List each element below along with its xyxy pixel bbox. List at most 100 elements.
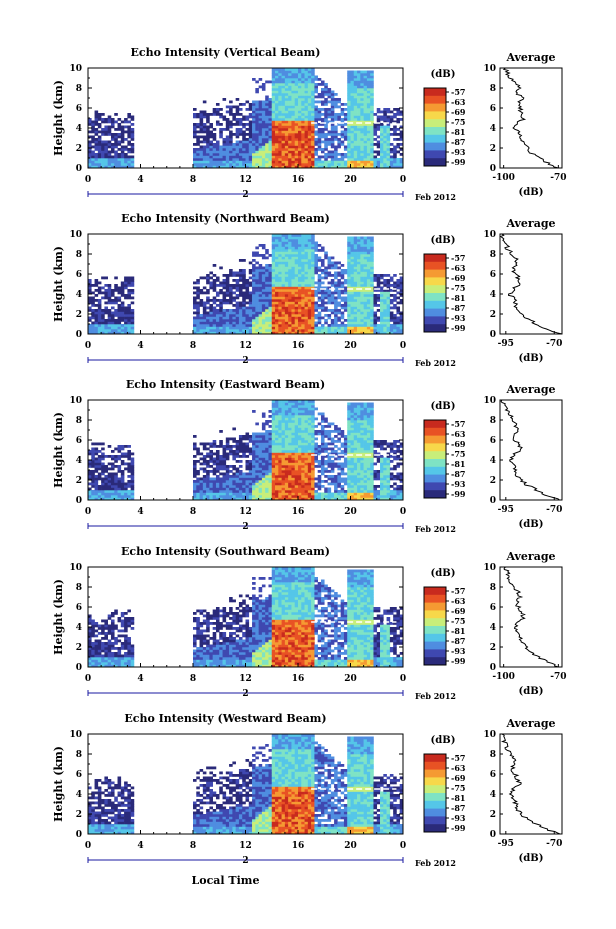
heatmap-cell [209,490,213,493]
heatmap-cell [271,241,276,245]
heatmap-cell [340,289,345,292]
heatmap-cell [291,254,296,257]
heatmap-cell [120,472,125,476]
heatmap-cell [363,145,368,149]
heatmap-cell [386,301,391,305]
heatmap-cell [215,452,220,456]
heatmap-cell [340,160,345,164]
heatmap-cell [311,311,315,315]
heatmap-cell [222,143,227,146]
heatmap-cell [202,276,207,280]
heatmap-cell [258,321,263,325]
heatmap-cell [337,143,341,146]
heatmap-cell [298,286,302,290]
heatmap-cell [124,324,128,327]
heatmap-cell [107,475,112,478]
heatmap-cell [311,98,315,101]
heatmap-cell [248,467,253,471]
heatmap-cell [232,143,236,146]
heatmap-cell [199,276,204,280]
heatmap-cell [238,153,243,156]
heatmap-cell [360,103,364,106]
heatmap-cell [324,123,328,126]
heatmap-cell [275,311,279,315]
heatmap-cell [127,276,131,280]
heatmap-cell [265,153,269,156]
heatmap-cell [330,261,335,265]
heatmap-cell [97,281,102,285]
heatmap-cell [320,140,325,144]
heatmap-cell [353,140,358,144]
heatmap-cell [327,110,332,114]
heatmap-cell [298,244,302,247]
heatmap-cell [91,140,95,144]
heatmap-cell [376,304,381,307]
heatmap-cell [120,130,125,134]
heatmap-cell [288,256,292,260]
heatmap-cell [317,286,322,290]
heatmap-cell [248,135,253,139]
heatmap-cell [225,480,230,483]
heatmap-cell [301,331,305,335]
heatmap-cell [304,73,309,76]
heatmap-cell [232,437,236,441]
heatmap-cell [301,294,305,297]
heatmap-cell [222,150,227,154]
heatmap-cell [281,80,286,84]
heatmap-cell [206,276,210,280]
heatmap-cell [107,299,112,302]
heatmap-cell [281,160,286,164]
heatmap-cell [258,266,263,270]
heatmap-cell [261,103,266,106]
heatmap-cell [278,110,282,114]
heatmap-cell [104,495,108,498]
heatmap-cell [307,90,312,94]
heatmap-cell [284,251,289,255]
heatmap-cell [314,115,318,119]
heatmap-cell [284,319,289,322]
heatmap-cell [114,485,118,488]
heatmap-cell [304,286,309,290]
heatmap-cell [88,495,92,498]
heatmap-cell [238,329,243,332]
heatmap-cell [386,128,391,131]
heatmap-cell [107,482,112,486]
heatmap-cell [389,158,394,161]
heatmap-cell [278,299,282,302]
heatmap-cell [202,457,207,461]
heatmap-cell [258,254,263,257]
heatmap-cell [366,83,371,86]
heatmap-cell [307,251,312,255]
heatmap-cell [307,241,312,245]
heatmap-cell [222,165,227,169]
heatmap-cell [219,311,223,315]
heatmap-cell [314,143,318,146]
heatmap-cell [202,321,207,325]
heatmap-cell [304,269,309,272]
heatmap-cell [350,261,355,265]
heatmap-cell [347,90,351,94]
heatmap-cell [301,306,305,310]
heatmap-cell [117,304,122,307]
average-y-tick-label: 4 [490,290,496,300]
heatmap-cell [347,289,351,292]
heatmap-cell [104,143,108,146]
heatmap-cell [268,133,273,136]
heatmap-cell [88,291,92,295]
heatmap-cell [317,140,322,144]
heatmap-cell [219,115,223,119]
heatmap-cell [317,110,322,114]
heatmap-cell [278,276,282,280]
heatmap-cell [288,78,292,81]
heatmap-cell [320,93,325,96]
heatmap-cell [304,120,309,124]
heatmap-cell [370,165,374,169]
heatmap-cell [288,314,292,317]
heatmap-cell [360,148,364,151]
heatmap-cell [212,331,217,335]
heatmap-cell [235,482,240,486]
heatmap-cell [202,462,207,466]
heatmap-cell [193,125,197,129]
heatmap-cell [291,289,296,292]
heatmap-cell [353,108,358,111]
